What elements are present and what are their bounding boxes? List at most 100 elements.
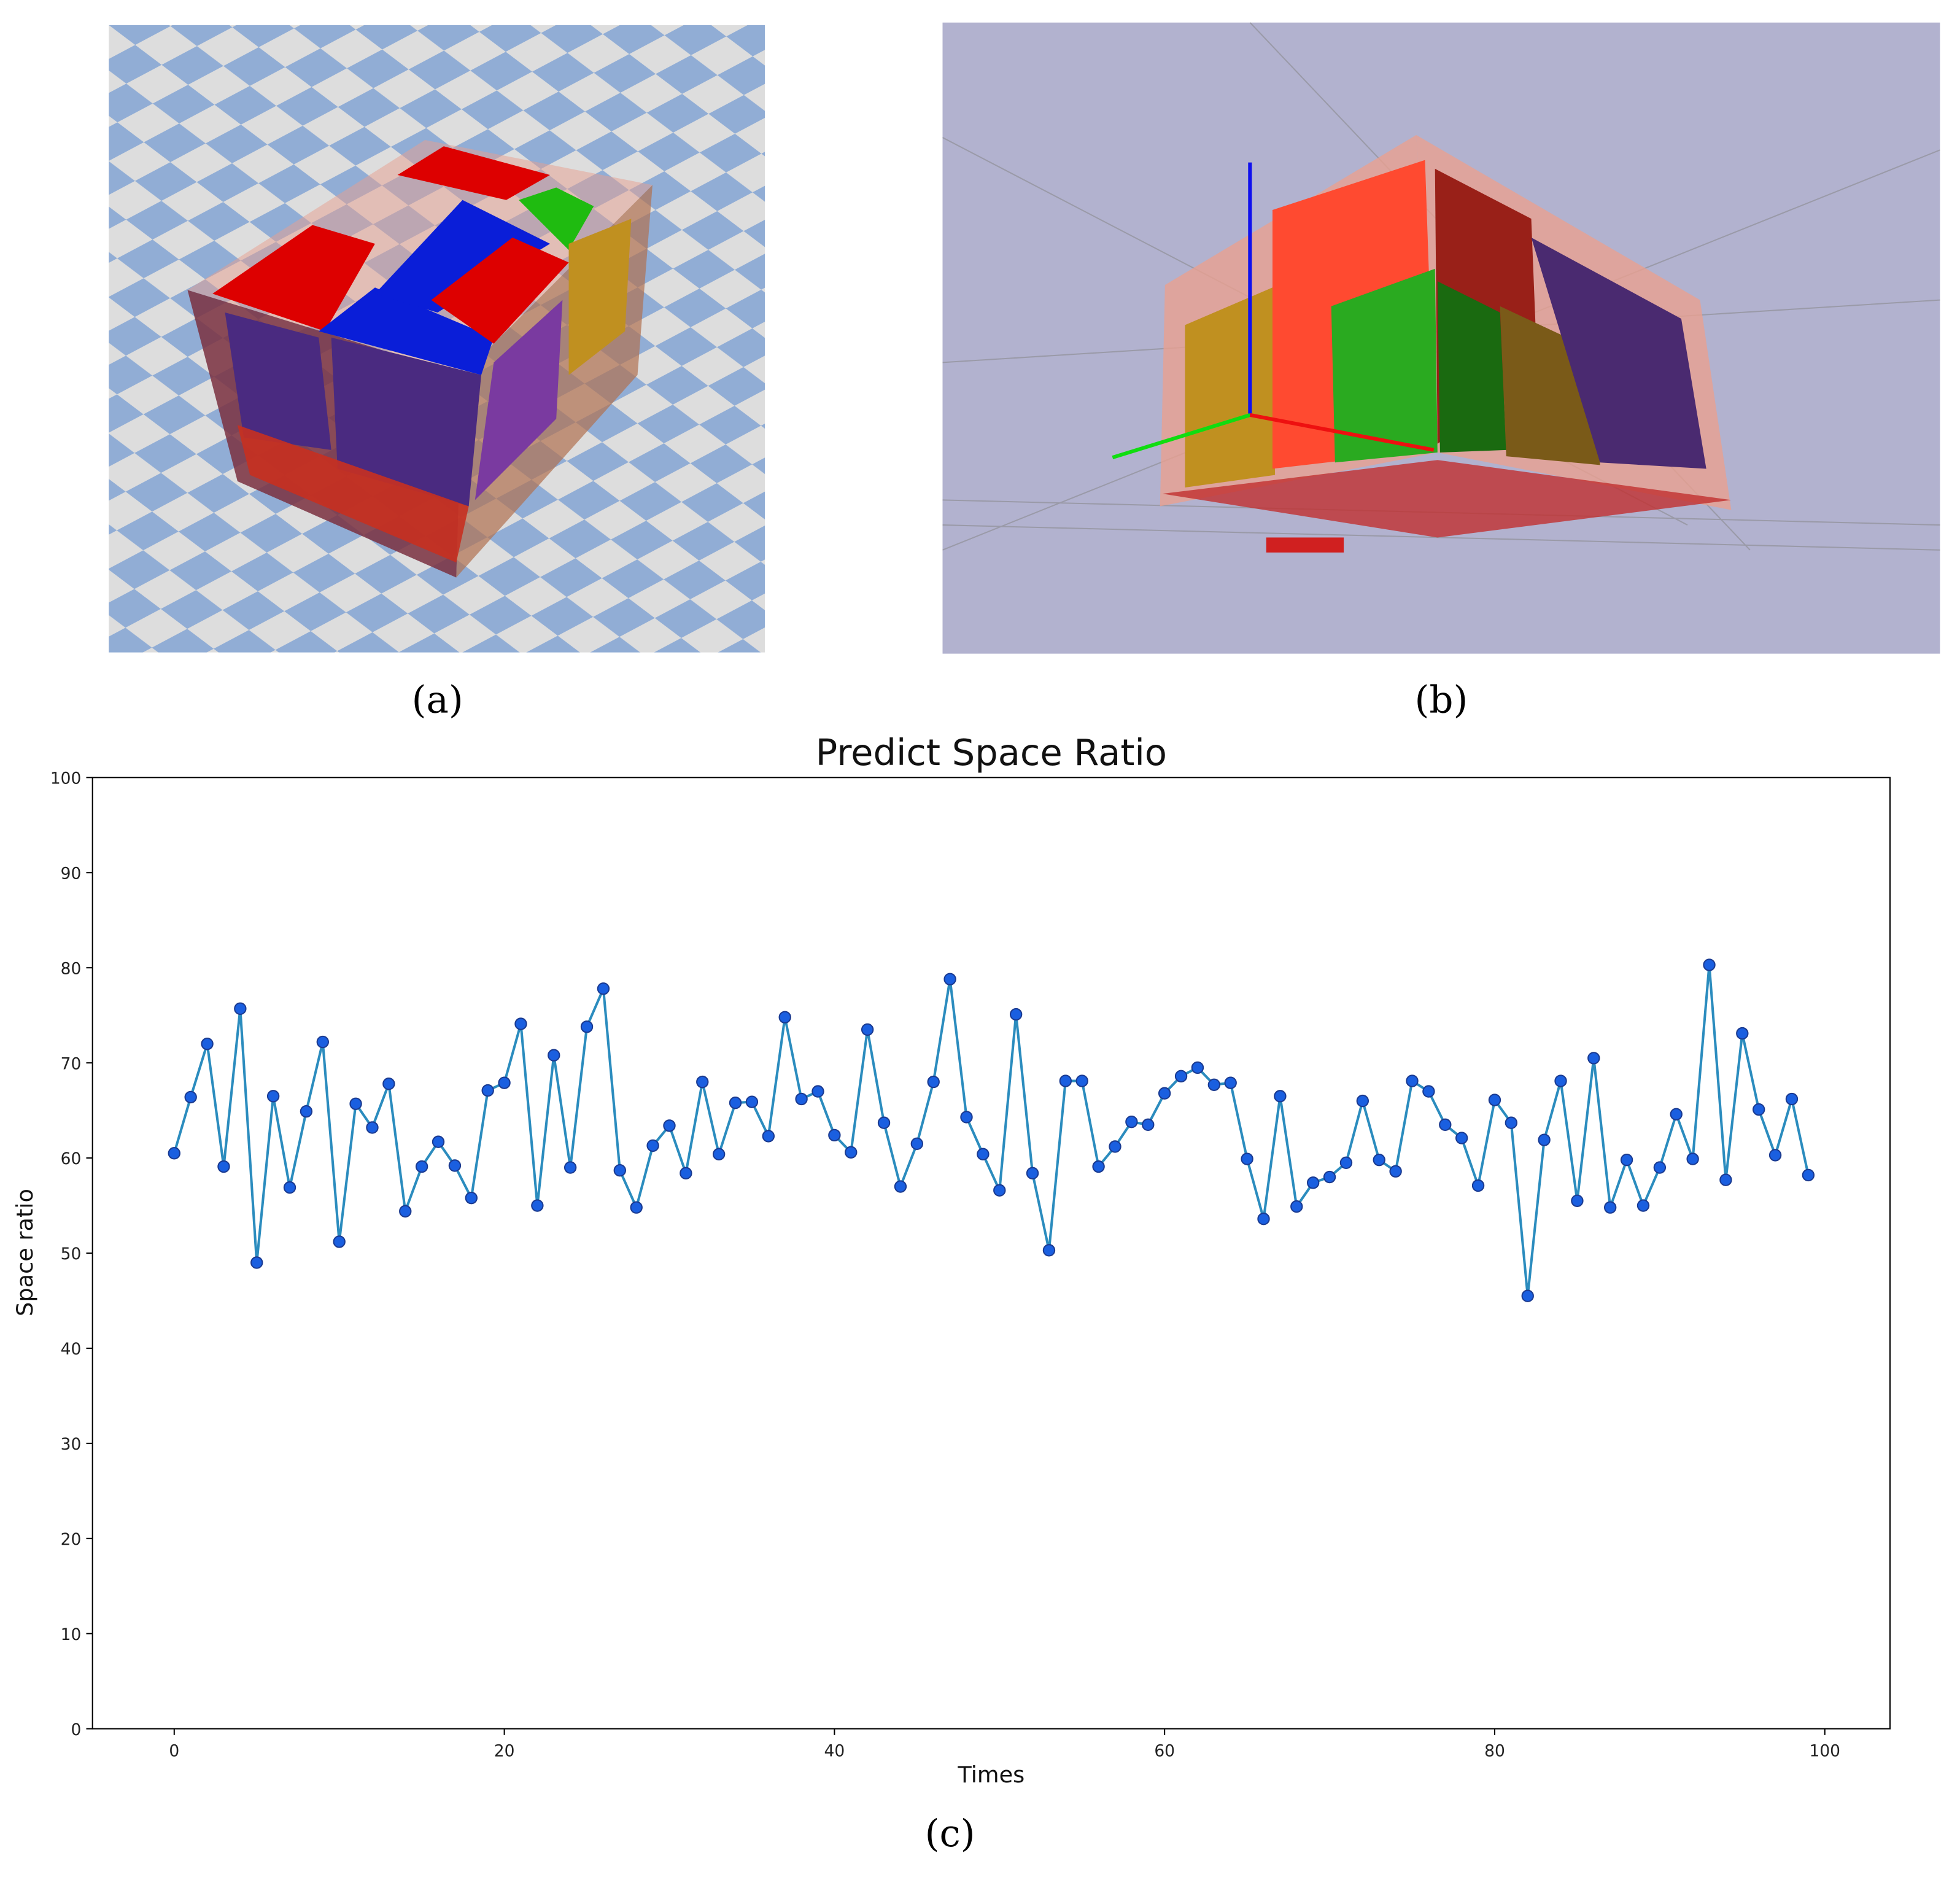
point-marker — [778, 1011, 791, 1024]
y-tick-label: 60 — [61, 1149, 82, 1168]
point-marker — [1373, 1153, 1385, 1167]
render-a — [109, 25, 765, 653]
point-marker — [1802, 1168, 1815, 1182]
point-marker — [217, 1160, 230, 1173]
y-axis-label: Space ratio — [12, 1189, 38, 1316]
point-marker — [1505, 1116, 1518, 1129]
point-marker — [1703, 958, 1716, 971]
x-tick-label: 80 — [1484, 1741, 1505, 1760]
point-marker — [1620, 1153, 1633, 1167]
point-marker — [481, 1084, 494, 1097]
point-marker — [1109, 1140, 1121, 1153]
point-marker — [531, 1199, 544, 1212]
point-marker — [1521, 1289, 1534, 1302]
point-marker — [943, 973, 956, 985]
point-marker — [266, 1090, 280, 1103]
point-marker — [1439, 1118, 1452, 1132]
point-marker — [1142, 1118, 1155, 1132]
y-tick-label: 0 — [71, 1720, 82, 1739]
point-marker — [1736, 1027, 1749, 1040]
point-marker — [184, 1090, 197, 1104]
x-tick-label: 60 — [1154, 1741, 1175, 1760]
point-marker — [1753, 1103, 1765, 1116]
point-marker — [1719, 1173, 1732, 1186]
point-marker — [613, 1164, 626, 1177]
y-tick-label: 10 — [61, 1625, 82, 1644]
point-marker — [1257, 1213, 1270, 1225]
point-marker — [1290, 1200, 1303, 1213]
panel-label: (b) — [1415, 678, 1468, 721]
point-marker — [1042, 1244, 1056, 1257]
point-marker — [646, 1139, 659, 1152]
point-marker — [1554, 1074, 1567, 1087]
point-marker — [1785, 1092, 1799, 1106]
point-marker — [845, 1146, 858, 1159]
point-marker — [993, 1184, 1006, 1197]
chart-title: Predict Space Ratio — [816, 731, 1167, 774]
y-tick-label: 100 — [50, 769, 82, 788]
point-marker — [1224, 1076, 1237, 1089]
point-marker — [283, 1181, 296, 1194]
render-b — [942, 22, 1940, 654]
point-marker — [1125, 1116, 1138, 1128]
point-marker — [1389, 1165, 1402, 1178]
point-marker — [729, 1097, 742, 1109]
point-marker — [382, 1078, 395, 1090]
point-marker — [1306, 1176, 1320, 1189]
point-marker — [580, 1020, 594, 1033]
point-marker — [564, 1161, 577, 1174]
point-marker — [1274, 1090, 1287, 1103]
point-marker — [1422, 1085, 1435, 1098]
point-marker — [300, 1105, 313, 1118]
point-marker — [366, 1121, 379, 1134]
point-marker — [349, 1097, 362, 1110]
point-marker — [1670, 1108, 1683, 1121]
series-line — [172, 965, 1810, 1296]
plot-frame — [91, 777, 1891, 1730]
x-tick-label: 100 — [1809, 1741, 1840, 1760]
point-marker — [432, 1135, 445, 1148]
point-marker — [745, 1095, 759, 1108]
x-axis-label: Times — [957, 1762, 1025, 1788]
point-marker — [250, 1256, 263, 1269]
point-marker — [1587, 1052, 1600, 1065]
y-tick-label: 30 — [61, 1435, 82, 1454]
x-tick-label: 40 — [824, 1741, 845, 1760]
point-marker — [910, 1137, 924, 1151]
point-marker — [1356, 1094, 1369, 1108]
point-marker — [201, 1037, 214, 1051]
point-marker — [168, 1147, 180, 1160]
point-marker — [333, 1235, 346, 1248]
point-marker — [894, 1180, 907, 1193]
y-tick-label: 20 — [61, 1530, 82, 1549]
point-marker — [1406, 1074, 1419, 1087]
x-tick-label: 20 — [494, 1741, 515, 1760]
point-marker — [1538, 1133, 1551, 1146]
point-marker — [1241, 1152, 1253, 1165]
point-marker — [1455, 1132, 1468, 1144]
point-marker — [415, 1160, 428, 1173]
point-marker — [1339, 1156, 1353, 1169]
point-marker — [1174, 1070, 1188, 1082]
point-marker — [399, 1205, 412, 1218]
point-marker — [1488, 1093, 1501, 1106]
point-marker — [861, 1023, 874, 1036]
point-marker — [1158, 1087, 1171, 1100]
y-tick-label: 70 — [61, 1054, 82, 1073]
point-marker — [1092, 1160, 1105, 1173]
point-marker — [465, 1191, 478, 1205]
y-tick-label: 90 — [61, 864, 82, 883]
y-tick-label: 80 — [61, 959, 82, 978]
point-marker — [1686, 1152, 1699, 1165]
point-marker — [498, 1076, 511, 1089]
point-marker — [1571, 1194, 1584, 1207]
panel-label: (a) — [412, 678, 463, 721]
point-marker — [696, 1075, 709, 1089]
point-marker — [316, 1035, 329, 1049]
point-marker — [1075, 1074, 1088, 1087]
point-marker — [1026, 1167, 1039, 1180]
point-marker — [795, 1092, 808, 1106]
point-marker — [234, 1002, 247, 1015]
x-tick-label: 0 — [169, 1741, 179, 1760]
